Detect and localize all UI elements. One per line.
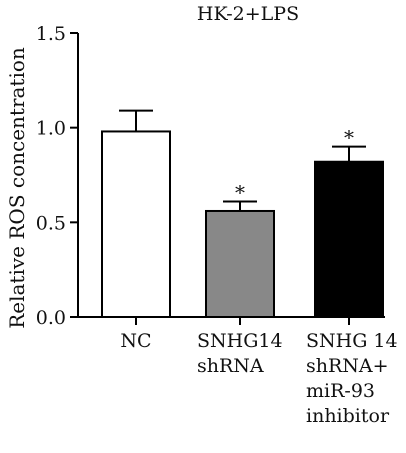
x-tick-label: SNHG14 (197, 330, 283, 352)
y-tick-label: 1.5 (36, 23, 66, 45)
bar (101, 130, 171, 318)
plot-area: 0.0 0.5 1.0 1.5 NC * SNHG14 shRNA * SNHG 14 shRNA+… (36, 23, 398, 427)
y-tick-label: 0.5 (36, 212, 66, 234)
x-tick-label: inhibitor (306, 405, 390, 427)
x-tick-label: miR-93 (306, 380, 375, 402)
bar (314, 160, 384, 318)
bar (205, 209, 275, 318)
significance-marker: * (344, 126, 354, 150)
x-tick-label: shRNA (197, 355, 264, 377)
x-tick-label: SNHG 14 (306, 330, 398, 352)
x-tick-label: shRNA+ (306, 355, 389, 377)
significance-marker: * (235, 181, 245, 205)
y-axis-label: Relative ROS concentration (5, 47, 29, 329)
y-tick-label: 0.0 (36, 307, 66, 329)
y-tick-label: 1.0 (36, 118, 66, 140)
x-tick-label: NC (120, 330, 151, 352)
chart-title: HK-2+LPS (197, 3, 299, 25)
